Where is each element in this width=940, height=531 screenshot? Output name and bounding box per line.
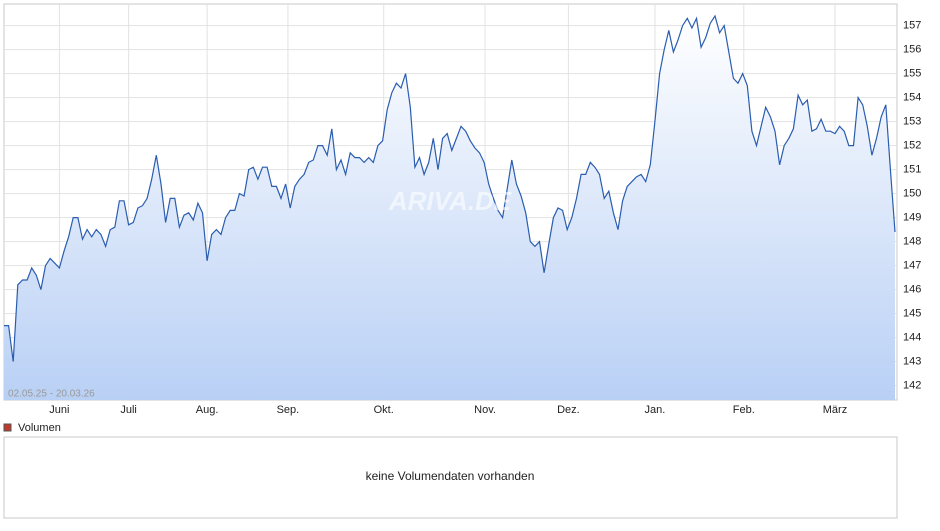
- y-tick-label: 147: [903, 260, 921, 272]
- y-tick-label: 149: [903, 212, 921, 224]
- y-tick-label: 144: [903, 332, 921, 344]
- y-tick-label: 143: [903, 356, 921, 368]
- x-tick-label: Juli: [120, 404, 137, 416]
- y-tick-label: 146: [903, 284, 921, 296]
- x-tick-label: Nov.: [474, 404, 496, 416]
- volume-message: keine Volumendaten vorhanden: [366, 469, 535, 483]
- x-tick-label: Juni: [49, 404, 69, 416]
- area-fill: [4, 16, 895, 400]
- x-tick-label: Feb.: [733, 404, 755, 416]
- y-tick-label: 153: [903, 116, 921, 128]
- watermark: ARIVA.DE: [388, 186, 512, 216]
- y-tick-label: 156: [903, 44, 921, 56]
- x-tick-label: Jan.: [645, 404, 666, 416]
- price-line: [4, 14, 896, 362]
- y-tick-label: 157: [903, 20, 921, 32]
- y-tick-label: 151: [903, 164, 921, 176]
- y-tick-label: 148: [903, 236, 921, 248]
- y-tick-label: 152: [903, 140, 921, 152]
- legend-swatch: [3, 423, 12, 432]
- volume-panel: [3, 436, 898, 519]
- x-tick-label: Aug.: [196, 404, 219, 416]
- x-tick-label: Sep.: [277, 404, 300, 416]
- legend-label: Volumen: [18, 422, 61, 434]
- y-tick-label: 145: [903, 308, 921, 320]
- y-tick-label: 150: [903, 188, 921, 200]
- date-range: 02.05.25 - 20.03.26: [8, 389, 95, 400]
- y-tick-label: 142: [903, 380, 921, 392]
- x-tick-label: Okt.: [374, 404, 394, 416]
- y-tick-label: 155: [903, 68, 921, 80]
- y-tick-label: 154: [903, 92, 921, 104]
- x-tick-label: Dez.: [557, 404, 580, 416]
- x-tick-label: März: [823, 404, 847, 416]
